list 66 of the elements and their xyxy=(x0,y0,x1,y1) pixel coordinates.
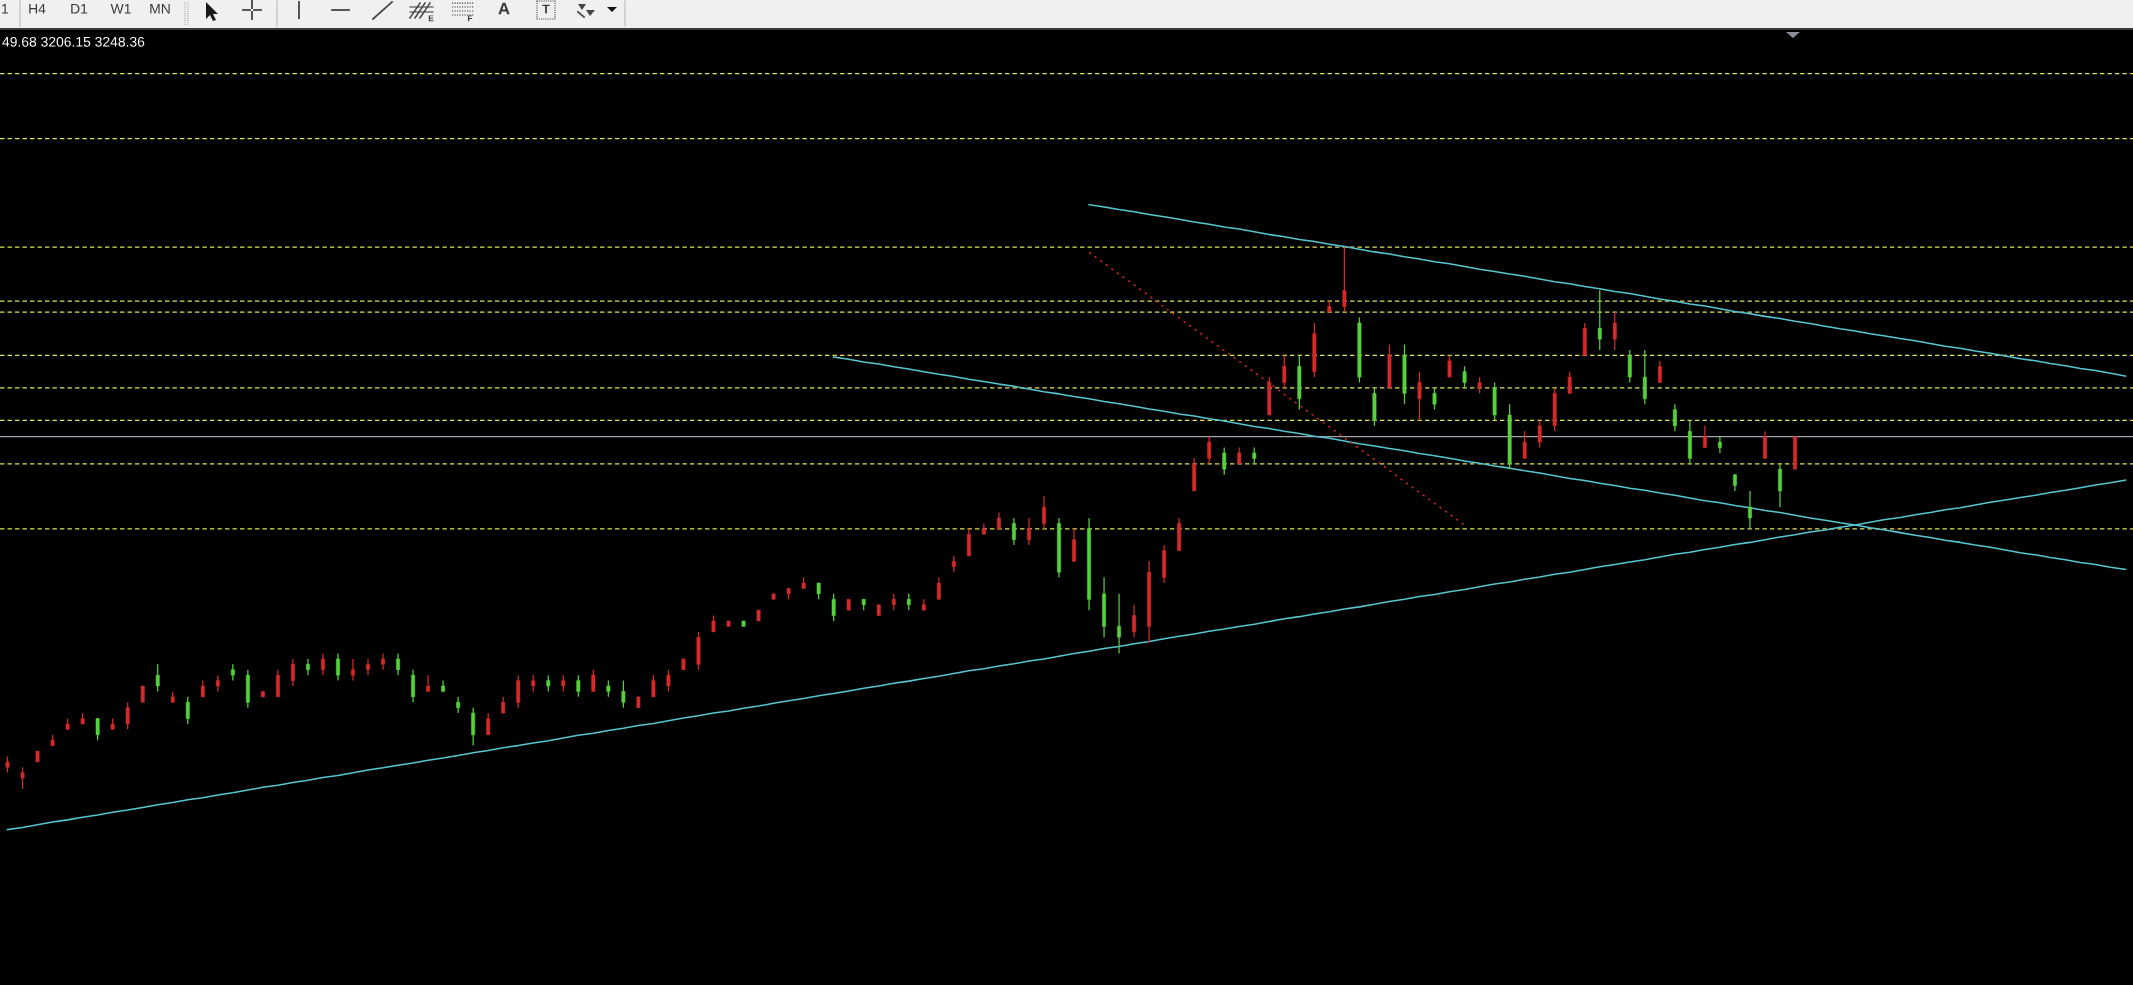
candlestick xyxy=(155,663,160,693)
candlestick xyxy=(591,669,596,693)
text: E xyxy=(428,15,434,22)
text: A xyxy=(498,2,510,15)
candlestick xyxy=(1672,403,1677,432)
candlestick xyxy=(321,652,325,676)
candlestick xyxy=(621,679,626,709)
candlestick xyxy=(1282,354,1287,389)
text: MN xyxy=(150,4,170,14)
candlestick xyxy=(125,701,130,730)
text: W1 xyxy=(110,4,131,14)
candlestick xyxy=(651,674,656,698)
candlestick xyxy=(486,712,491,736)
candlestick xyxy=(95,717,100,741)
candlestick xyxy=(275,669,280,698)
text: T xyxy=(542,4,550,14)
candlestick xyxy=(1537,419,1542,449)
candlestick xyxy=(1222,446,1227,476)
candlestick xyxy=(1011,517,1016,546)
candlestick xyxy=(1447,354,1452,378)
candlestick xyxy=(1612,311,1617,351)
candlestick xyxy=(426,674,431,693)
candlestick xyxy=(1717,436,1722,454)
candlestick xyxy=(1657,360,1662,384)
candlestick xyxy=(1642,349,1647,405)
candlestick xyxy=(576,674,581,698)
candlestick xyxy=(456,696,461,714)
candlestick xyxy=(20,766,25,790)
candlestick xyxy=(1748,490,1752,530)
candlestick xyxy=(336,652,340,682)
candlestick xyxy=(936,576,941,600)
text: H4 xyxy=(29,4,46,14)
candlestick xyxy=(831,593,836,622)
candlestick xyxy=(1763,430,1767,459)
candlestick xyxy=(1462,365,1467,389)
candlestick xyxy=(1117,593,1122,655)
candlestick xyxy=(966,528,971,557)
candlestick xyxy=(1072,528,1076,562)
text: D1 xyxy=(71,4,88,14)
candlestick xyxy=(366,658,370,676)
candlestick xyxy=(1342,246,1347,313)
candlestick xyxy=(1567,371,1572,394)
candlestick xyxy=(1132,604,1137,638)
candlestick xyxy=(471,707,476,747)
candlestick xyxy=(1597,289,1602,351)
candlestick xyxy=(290,658,295,687)
candlestick xyxy=(1778,463,1782,508)
candlestick xyxy=(1417,371,1422,422)
candlestick xyxy=(411,669,416,703)
candlestick xyxy=(1522,430,1527,459)
text: 49.68 3206.15 3248.36 xyxy=(2,36,145,47)
text: 1 xyxy=(2,4,9,14)
text: F xyxy=(468,15,473,22)
candlestick xyxy=(185,696,190,725)
candlestick xyxy=(666,669,671,693)
candlestick xyxy=(1207,436,1212,465)
candlestick xyxy=(381,652,385,671)
candlestick xyxy=(1027,517,1031,546)
candlestick xyxy=(351,658,355,682)
candlestick xyxy=(1627,349,1632,384)
candlestick xyxy=(306,658,310,676)
candlestick xyxy=(1432,387,1437,411)
candlestick xyxy=(396,652,400,676)
candlestick xyxy=(1702,425,1707,449)
candlestick xyxy=(1042,495,1046,530)
candlestick xyxy=(516,674,521,709)
